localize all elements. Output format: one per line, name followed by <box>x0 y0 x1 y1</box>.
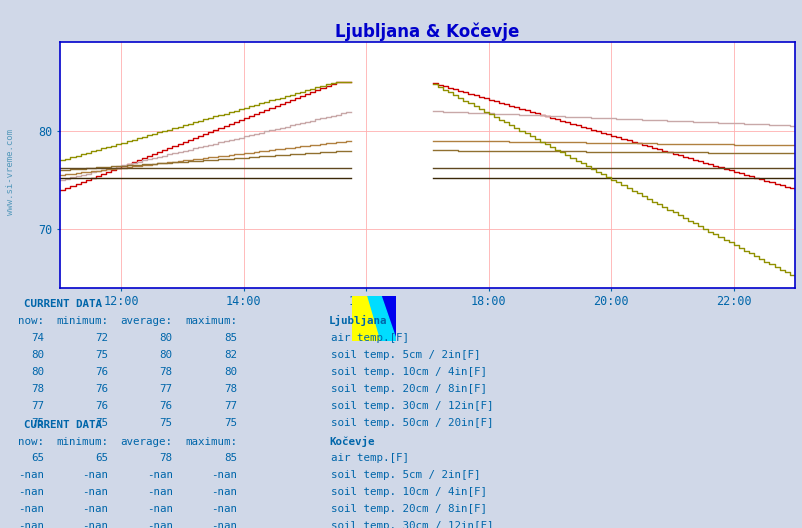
Text: soil temp. 10cm / 4in[F]: soil temp. 10cm / 4in[F] <box>330 487 486 497</box>
Text: 77: 77 <box>31 401 44 411</box>
Text: soil temp. 10cm / 4in[F]: soil temp. 10cm / 4in[F] <box>330 367 486 377</box>
Text: 65: 65 <box>31 454 44 464</box>
Text: -nan: -nan <box>211 504 237 514</box>
Text: 85: 85 <box>224 454 237 464</box>
Text: 85: 85 <box>224 333 237 343</box>
Text: soil temp. 5cm / 2in[F]: soil temp. 5cm / 2in[F] <box>330 350 480 360</box>
Text: 78: 78 <box>31 384 44 394</box>
Text: average:: average: <box>120 437 172 447</box>
Text: 65: 65 <box>95 454 108 464</box>
Text: CURRENT DATA: CURRENT DATA <box>24 299 102 309</box>
Text: soil temp. 20cm / 8in[F]: soil temp. 20cm / 8in[F] <box>330 384 486 394</box>
Text: 75: 75 <box>31 418 44 428</box>
Text: -nan: -nan <box>147 521 172 528</box>
Text: 80: 80 <box>160 333 172 343</box>
Text: 77: 77 <box>160 384 172 394</box>
Text: soil temp. 20cm / 8in[F]: soil temp. 20cm / 8in[F] <box>330 504 486 514</box>
Polygon shape <box>352 296 396 341</box>
Text: 76: 76 <box>160 401 172 411</box>
Text: -nan: -nan <box>211 521 237 528</box>
Text: -nan: -nan <box>83 487 108 497</box>
Text: now:: now: <box>18 437 44 447</box>
Text: average:: average: <box>120 316 172 326</box>
Text: minimum:: minimum: <box>56 437 108 447</box>
Text: soil temp. 5cm / 2in[F]: soil temp. 5cm / 2in[F] <box>330 470 480 480</box>
Text: Ljubljana: Ljubljana <box>329 315 387 326</box>
Text: now:: now: <box>18 316 44 326</box>
Text: air temp.[F]: air temp.[F] <box>330 454 408 464</box>
Text: 75: 75 <box>95 418 108 428</box>
Text: -nan: -nan <box>147 504 172 514</box>
Text: 75: 75 <box>160 418 172 428</box>
Text: soil temp. 50cm / 20in[F]: soil temp. 50cm / 20in[F] <box>330 418 492 428</box>
Text: 80: 80 <box>31 350 44 360</box>
Polygon shape <box>367 296 396 341</box>
Text: 76: 76 <box>95 367 108 377</box>
Text: -nan: -nan <box>18 521 44 528</box>
Text: 77: 77 <box>224 401 237 411</box>
Text: minimum:: minimum: <box>56 316 108 326</box>
Text: -nan: -nan <box>18 470 44 480</box>
Text: -nan: -nan <box>147 470 172 480</box>
Text: 75: 75 <box>224 418 237 428</box>
Polygon shape <box>374 296 396 341</box>
Text: air temp.[F]: air temp.[F] <box>330 333 408 343</box>
Text: -nan: -nan <box>83 504 108 514</box>
Text: soil temp. 30cm / 12in[F]: soil temp. 30cm / 12in[F] <box>330 401 492 411</box>
Text: www.si-vreme.com: www.si-vreme.com <box>6 129 15 214</box>
Text: maximum:: maximum: <box>184 316 237 326</box>
Text: -nan: -nan <box>147 487 172 497</box>
Text: -nan: -nan <box>211 487 237 497</box>
Text: 80: 80 <box>224 367 237 377</box>
Text: 78: 78 <box>224 384 237 394</box>
Text: 74: 74 <box>31 333 44 343</box>
Title: Ljubljana & Kočevje: Ljubljana & Kočevje <box>335 22 519 41</box>
Text: 78: 78 <box>160 454 172 464</box>
Text: 76: 76 <box>95 401 108 411</box>
Text: CURRENT DATA: CURRENT DATA <box>24 420 102 430</box>
Text: soil temp. 30cm / 12in[F]: soil temp. 30cm / 12in[F] <box>330 521 492 528</box>
Text: 76: 76 <box>95 384 108 394</box>
Text: 75: 75 <box>95 350 108 360</box>
Text: 78: 78 <box>160 367 172 377</box>
Text: 72: 72 <box>95 333 108 343</box>
Text: Kočevje: Kočevje <box>329 436 375 447</box>
Text: -nan: -nan <box>83 521 108 528</box>
Text: maximum:: maximum: <box>184 437 237 447</box>
Text: 80: 80 <box>31 367 44 377</box>
Text: 82: 82 <box>224 350 237 360</box>
Text: -nan: -nan <box>18 487 44 497</box>
Text: 80: 80 <box>160 350 172 360</box>
Text: -nan: -nan <box>83 470 108 480</box>
Text: -nan: -nan <box>18 504 44 514</box>
Text: -nan: -nan <box>211 470 237 480</box>
